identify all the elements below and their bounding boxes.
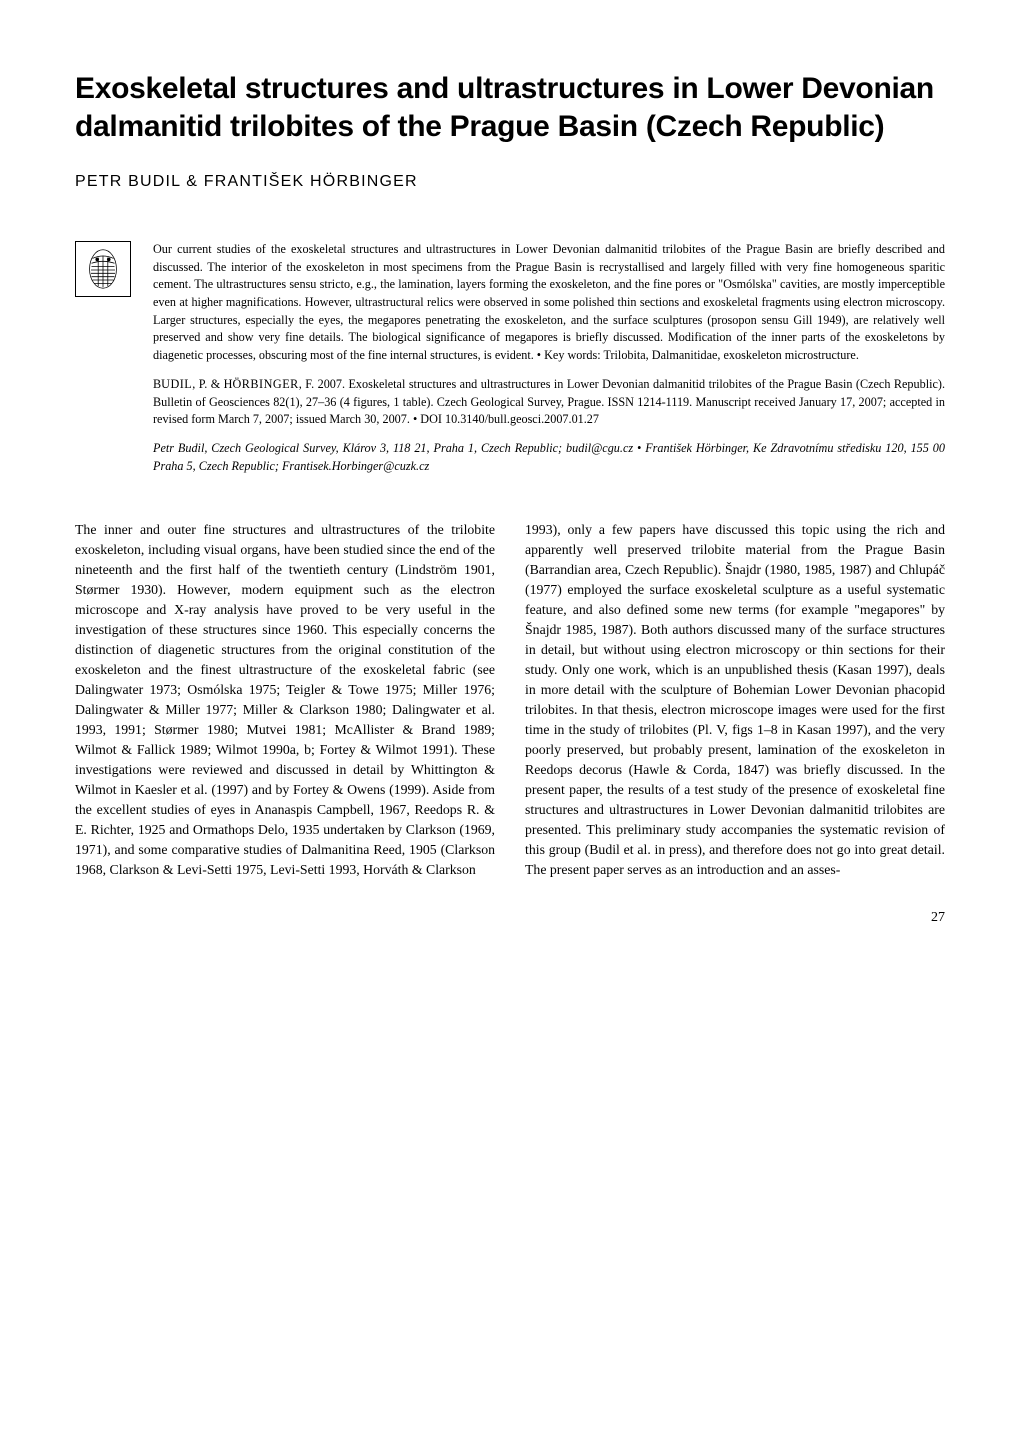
authors: PETR BUDIL & FRANTIŠEK HÖRBINGER	[75, 173, 945, 191]
page-number: 27	[75, 910, 945, 926]
abstract-citation: BUDIL, P. & HÖRBINGER, F. 2007. Exoskele…	[153, 376, 945, 429]
body-col-2: 1993), only a few papers have discussed …	[525, 520, 945, 880]
trilobite-icon	[75, 241, 131, 297]
page-title: Exoskeletal structures and ultrastructur…	[75, 70, 945, 145]
abstract-block: Our current studies of the exoskeletal s…	[75, 241, 945, 475]
abstract-text: Our current studies of the exoskeletal s…	[153, 241, 945, 475]
body-col-1: The inner and outer fine structures and …	[75, 520, 495, 880]
abstract-p1: Our current studies of the exoskeletal s…	[153, 241, 945, 365]
body-columns: The inner and outer fine structures and …	[75, 520, 945, 880]
abstract-affiliation: Petr Budil, Czech Geological Survey, Klá…	[153, 440, 945, 475]
